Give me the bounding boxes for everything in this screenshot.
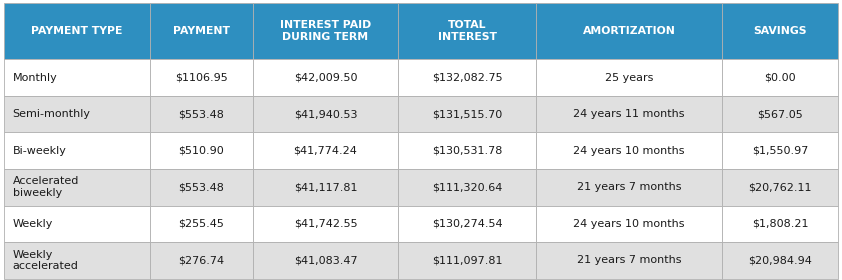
Bar [398,3,536,59]
Bar [722,132,838,169]
Bar [722,242,838,279]
Bar [536,242,722,279]
Text: $510.90: $510.90 [179,146,224,156]
Text: 21 years 7 months: 21 years 7 months [577,255,681,265]
Text: $567.05: $567.05 [757,109,803,119]
Text: SAVINGS: SAVINGS [754,26,807,36]
Bar [398,96,536,132]
Text: $553.48: $553.48 [179,182,224,192]
Bar [398,59,536,96]
Text: INTEREST PAID
DURING TERM: INTEREST PAID DURING TERM [280,20,371,42]
Text: $255.45: $255.45 [179,219,224,229]
Bar [4,169,150,206]
Bar [150,3,253,59]
Text: 24 years 10 months: 24 years 10 months [573,219,685,229]
Text: 24 years 10 months: 24 years 10 months [573,146,685,156]
Bar [253,242,398,279]
Text: Accelerated
biweekly: Accelerated biweekly [13,176,79,198]
Bar [253,59,398,96]
Text: Weekly: Weekly [13,219,53,229]
Bar [253,132,398,169]
Bar [150,59,253,96]
Bar [722,206,838,242]
Text: 21 years 7 months: 21 years 7 months [577,182,681,192]
Bar [150,169,253,206]
Text: PAYMENT TYPE: PAYMENT TYPE [31,26,123,36]
Bar [536,3,722,59]
Text: 25 years: 25 years [605,73,653,83]
Text: $41,940.53: $41,940.53 [294,109,357,119]
Bar [722,96,838,132]
Text: Bi-weekly: Bi-weekly [13,146,67,156]
Bar [398,242,536,279]
Bar [4,96,150,132]
Bar [253,3,398,59]
Text: $1,550.97: $1,550.97 [752,146,808,156]
Bar [150,132,253,169]
Text: $41,117.81: $41,117.81 [294,182,357,192]
Bar [536,169,722,206]
Text: $1106.95: $1106.95 [175,73,227,83]
Bar [4,3,150,59]
Bar [253,206,398,242]
Bar [4,206,150,242]
Bar [150,206,253,242]
Bar [536,132,722,169]
Bar [536,96,722,132]
Bar [4,59,150,96]
Bar [536,59,722,96]
Text: $131,515.70: $131,515.70 [432,109,502,119]
Text: $1,808.21: $1,808.21 [752,219,808,229]
Text: $0.00: $0.00 [765,73,796,83]
Bar [150,242,253,279]
Text: $42,009.50: $42,009.50 [294,73,357,83]
Text: Weekly
accelerated: Weekly accelerated [13,249,78,271]
Bar [722,169,838,206]
Text: $276.74: $276.74 [179,255,224,265]
Text: $111,320.64: $111,320.64 [432,182,502,192]
Text: TOTAL
INTEREST: TOTAL INTEREST [438,20,497,42]
Text: $20,984.94: $20,984.94 [748,255,812,265]
Text: $130,274.54: $130,274.54 [432,219,503,229]
Text: $41,774.24: $41,774.24 [294,146,357,156]
Bar [722,59,838,96]
Text: Semi-monthly: Semi-monthly [13,109,91,119]
Bar [536,206,722,242]
Bar [398,132,536,169]
Bar [253,169,398,206]
Text: AMORTIZATION: AMORTIZATION [583,26,675,36]
Bar [4,242,150,279]
Bar [253,96,398,132]
Bar [398,206,536,242]
Text: PAYMENT: PAYMENT [173,26,230,36]
Text: $41,083.47: $41,083.47 [294,255,357,265]
Bar [4,132,150,169]
Bar [722,3,838,59]
Text: $132,082.75: $132,082.75 [432,73,503,83]
Bar [150,96,253,132]
Text: Monthly: Monthly [13,73,57,83]
Text: $130,531.78: $130,531.78 [432,146,502,156]
Text: $553.48: $553.48 [179,109,224,119]
Bar [398,169,536,206]
Text: 24 years 11 months: 24 years 11 months [573,109,685,119]
Text: $111,097.81: $111,097.81 [432,255,503,265]
Text: $41,742.55: $41,742.55 [294,219,357,229]
Text: $20,762.11: $20,762.11 [749,182,812,192]
